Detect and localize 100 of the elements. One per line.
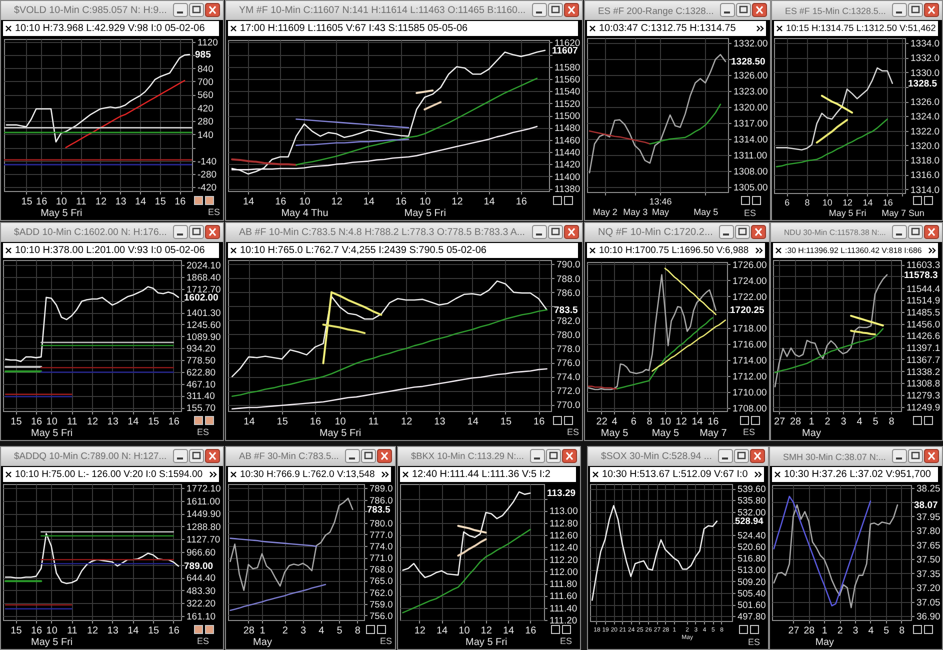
y-tick-label: 1245.60 bbox=[186, 320, 221, 331]
y-tick-label: 37.35 bbox=[916, 568, 940, 580]
y-tick-label: 786.0 bbox=[556, 288, 580, 299]
chart-title: YM #F 10-Min C:11607 N:141 H:11614 L:11463 O:11465 B:1160... bbox=[239, 5, 526, 16]
y-tick-label: 774.0 bbox=[556, 372, 580, 384]
y-tick-label: 765.0 bbox=[370, 576, 393, 586]
x-tick-label: 5 bbox=[872, 416, 879, 428]
y-tick-label: 934.20 bbox=[186, 344, 216, 355]
y-tick-label: 501.60 bbox=[738, 600, 766, 610]
y-tick-label: 37.65 bbox=[916, 540, 940, 552]
y-tick-label: 11400 bbox=[554, 172, 580, 183]
x-tick-label: May 5 bbox=[694, 207, 718, 218]
text: 113.29 bbox=[547, 488, 576, 500]
x-tick-label: 15 bbox=[154, 196, 166, 208]
y-tick-label: 786.0 bbox=[370, 495, 393, 506]
y-tick-label: 520.60 bbox=[738, 542, 766, 552]
x-tick-label: 16 bbox=[310, 416, 322, 428]
chart-subtitle: 10:10 H:75.00 L:- 126.00 V:20 I:0 S:1594.00 bbox=[15, 469, 203, 480]
chart-subtitle: 10:15 H:1314.75 L:1312.50 V:51,462 bbox=[786, 23, 936, 34]
chart-title: $SOX 30-Min C:528.94 ... bbox=[601, 451, 712, 462]
x-tick-label: 5 bbox=[884, 626, 890, 636]
chart-subtitle: 10:10 H:378.00 L:201.00 V:93 I:0 05-02-06 bbox=[15, 245, 205, 256]
y-tick-label: 311.40 bbox=[186, 391, 215, 402]
y-tick-label: 782.0 bbox=[556, 316, 580, 327]
y-tick-label: 1322.0 bbox=[910, 126, 940, 138]
x-tick-label: 11 bbox=[368, 416, 380, 428]
y-tick-label: 322.20 bbox=[186, 598, 216, 610]
x-tick-label: 16 bbox=[882, 198, 893, 208]
x-tick-label: 16 bbox=[275, 196, 287, 208]
y-tick-label: 140 bbox=[198, 130, 214, 141]
x-tick-label: 14 bbox=[363, 196, 375, 208]
x-tick-label: 27 bbox=[788, 626, 800, 636]
y-tick-label: 112.20 bbox=[550, 554, 578, 566]
chart-subtitle: 12:40 H:111.44 L:111.36 V:5 I:2 bbox=[412, 469, 550, 480]
y-tick-label: 1314.00 bbox=[734, 134, 768, 146]
y-tick-label: 1710.00 bbox=[732, 387, 767, 398]
x-tick-label: 16 bbox=[30, 416, 43, 428]
x-tick-label: 11 bbox=[66, 416, 78, 428]
x-tick-label: 14 bbox=[134, 196, 147, 208]
y-tick-label: 513.00 bbox=[738, 565, 766, 576]
y-tick-label: 112.60 bbox=[550, 530, 578, 542]
x-tick-label: 15 bbox=[276, 416, 288, 428]
x-tick-label: 8 bbox=[899, 626, 906, 636]
x-tick-label: 14 bbox=[436, 626, 448, 636]
y-tick-label: 1120 bbox=[198, 37, 218, 48]
y-tick-label: 776.0 bbox=[556, 358, 580, 370]
x-tick-label: 1 May bbox=[802, 416, 821, 439]
x-tick-label: 16 bbox=[174, 196, 186, 208]
x-tick-label: 1 May bbox=[815, 626, 834, 648]
text: ES bbox=[744, 208, 756, 218]
y-tick-label: 37.05 bbox=[916, 597, 940, 608]
x-tick-label: 14 bbox=[128, 626, 140, 636]
x-tick-label: 5 bbox=[336, 626, 343, 636]
y-tick-label: 111.60 bbox=[550, 591, 578, 602]
y-tick-label: 1320.00 bbox=[734, 102, 768, 114]
x-tick-label: 8 bbox=[888, 416, 895, 428]
y-tick-label: 161.10 bbox=[186, 611, 216, 622]
x-tick-label: 14 bbox=[692, 416, 704, 428]
text: 528.94 bbox=[735, 516, 764, 526]
y-tick-label: 532.00 bbox=[738, 507, 766, 518]
text: ES bbox=[196, 636, 210, 646]
text: 783.5 bbox=[367, 504, 390, 514]
y-tick-label: 516.80 bbox=[738, 554, 766, 564]
y-tick-label: 560 bbox=[198, 90, 214, 102]
text: ES bbox=[742, 427, 756, 437]
y-tick-label: 774.0 bbox=[370, 542, 393, 552]
text: ES bbox=[566, 427, 580, 437]
y-tick-label: 467.10 bbox=[186, 379, 216, 390]
y-tick-label: 644.40 bbox=[186, 573, 216, 584]
x-tick-label: 16 bbox=[30, 626, 43, 636]
y-tick-label: 1305.00 bbox=[734, 182, 768, 194]
y-tick-label: 1330.0 bbox=[910, 68, 940, 79]
x-tick-label: 14 bbox=[484, 196, 496, 208]
y-tick-label: 840 bbox=[198, 64, 214, 75]
x-tick-label: 10 bbox=[458, 626, 470, 636]
text: 1328.50 bbox=[731, 56, 766, 68]
y-tick-label: 111.40 bbox=[550, 603, 578, 614]
y-tick-label: 1317.00 bbox=[734, 118, 768, 130]
x-tick-label: 12 bbox=[414, 626, 426, 636]
x-tick-label: 16 bbox=[525, 626, 537, 636]
text: 985 bbox=[195, 50, 212, 61]
x-tick-label: 16 bbox=[168, 416, 180, 428]
y-tick-label: 1712.00 bbox=[732, 371, 767, 382]
y-tick-label: 1324.0 bbox=[910, 112, 940, 123]
y-tick-label: 1323.00 bbox=[734, 86, 768, 98]
x-tick-label: 13 bbox=[115, 196, 127, 208]
y-tick-label: 756.0 bbox=[370, 610, 393, 621]
text: 1328.5 bbox=[908, 78, 938, 90]
x-tick-label: 13 bbox=[107, 626, 119, 636]
y-tick-label: 1320.0 bbox=[910, 140, 940, 152]
y-tick-label: 11380 bbox=[554, 184, 580, 196]
y-tick-label: 762.0 bbox=[370, 588, 393, 598]
y-tick-label: -420 bbox=[198, 182, 217, 194]
y-tick-label: 2024.10 bbox=[186, 260, 221, 272]
x-tick-label: 3 bbox=[852, 626, 859, 636]
chart-title: $ADDQ 10-Min C:789.00 N: H:127... bbox=[14, 451, 167, 462]
y-tick-label: 771.0 bbox=[370, 553, 393, 564]
y-tick-label: 37.50 bbox=[916, 554, 940, 566]
chart-subtitle: 10:30 H:37.26 L:37.02 V:951,700 bbox=[784, 469, 931, 480]
x-tick-label: 12 bbox=[676, 416, 688, 428]
